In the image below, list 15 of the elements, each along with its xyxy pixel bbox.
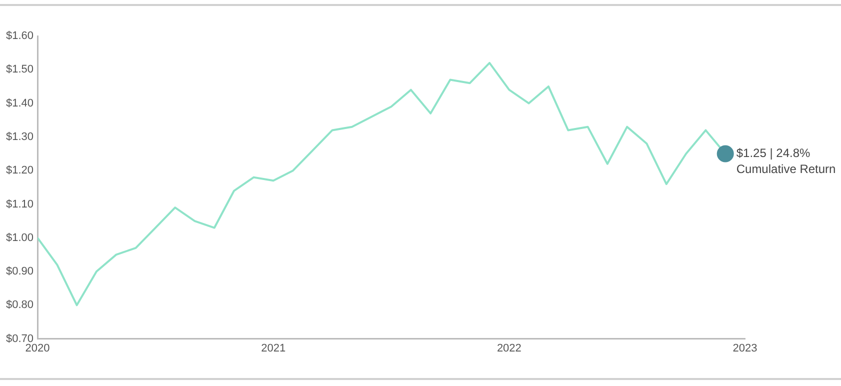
- y-tick-label: $1.10: [6, 198, 34, 210]
- y-tick-label: $1.00: [6, 232, 34, 244]
- x-tick-label: 2020: [25, 342, 50, 354]
- x-tick-label: 2021: [261, 342, 286, 354]
- y-tick-label: $1.50: [6, 64, 34, 76]
- y-tick-label: $0.80: [6, 299, 34, 312]
- x-tick-label: 2022: [496, 342, 522, 354]
- annotation: $1.25 | 24.8% Cumulative Return: [736, 146, 836, 176]
- x-tick-label: 2023: [732, 342, 758, 354]
- y-tick-label: $1.40: [6, 97, 34, 110]
- y-tick-label: $1.20: [6, 164, 34, 177]
- y-tick-label: $1.30: [6, 130, 34, 143]
- y-tick-label: $0.90: [6, 266, 34, 278]
- y-tick-label: $1.60: [6, 30, 34, 42]
- y-tick-label: $0.70: [6, 332, 34, 345]
